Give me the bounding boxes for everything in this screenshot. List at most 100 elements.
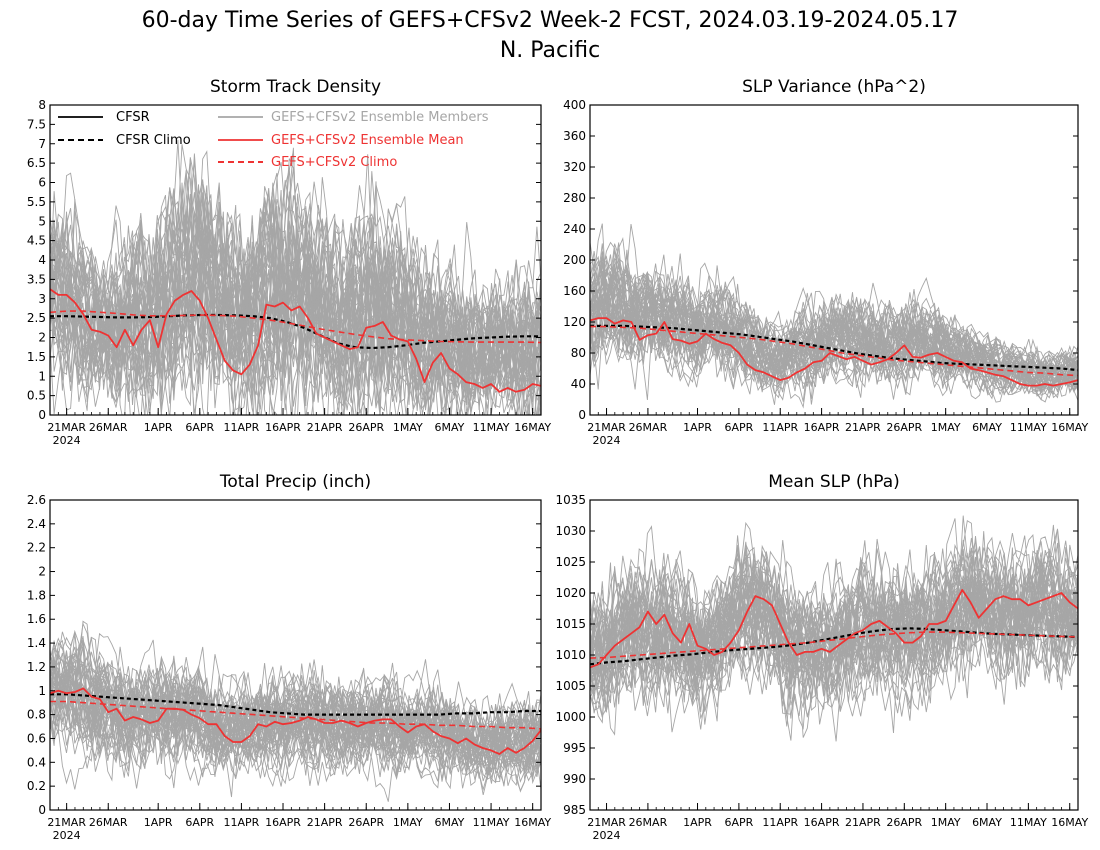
x-tick-label: 6APR: [185, 421, 214, 434]
x-year-label: 2024: [53, 434, 81, 447]
y-tick-label: 1005: [555, 679, 586, 693]
y-tick-label: 1030: [555, 524, 586, 538]
ensemble-member-line: [50, 661, 541, 773]
y-tick-label: 2.6: [27, 493, 46, 507]
ensemble-members: [590, 223, 1078, 409]
y-tick-label: 1020: [555, 586, 586, 600]
ensemble-mean-line: [590, 589, 1078, 669]
plot-area: [590, 223, 1078, 409]
x-tick-label: 1APR: [144, 421, 173, 434]
y-tick-label: 1035: [555, 493, 586, 507]
x-tick-label: 16MAY: [514, 816, 551, 829]
panel-title: Storm Track Density: [210, 77, 381, 97]
ensemble-member-line: [50, 660, 541, 771]
y-tick-label: 0.6: [27, 731, 46, 745]
x-tick-label: 26APR: [348, 816, 384, 829]
x-tick-label: 16APR: [804, 816, 840, 829]
x-tick-label: 6MAY: [435, 421, 465, 434]
y-tick-label: 4.5: [27, 234, 46, 248]
ensemble-member-line: [590, 529, 1078, 713]
y-tick-label: 0.2: [27, 779, 46, 793]
x-tick-label: 11MAY: [1010, 421, 1047, 434]
ensemble-member-line: [50, 646, 541, 786]
y-tick-label: 40: [571, 377, 586, 391]
x-tick-label: 11APR: [762, 816, 798, 829]
y-tick-label: 1.2: [27, 660, 46, 674]
panel-title: Total Precip (inch): [219, 472, 371, 492]
x-tick-label: 21MAR: [587, 421, 626, 434]
y-tick-label: 0.4: [27, 755, 46, 769]
x-year-label: 2024: [593, 434, 621, 447]
y-tick-label: 1.4: [27, 636, 46, 650]
y-tick-label: 2.4: [27, 517, 46, 531]
y-tick-label: 400: [563, 98, 586, 112]
gefs-climo-line: [590, 631, 1078, 659]
y-tick-label: 0: [38, 408, 46, 422]
y-tick-label: 0.5: [27, 389, 46, 403]
ensemble-members: [50, 139, 541, 415]
plot-area: [590, 515, 1078, 742]
y-tick-label: 6: [38, 176, 46, 190]
x-tick-label: 16MAY: [514, 421, 551, 434]
y-tick-label: 6.5: [27, 156, 46, 170]
ensemble-member-line: [590, 546, 1078, 711]
x-tick-label: 21APR: [845, 421, 881, 434]
ensemble-member-line: [590, 257, 1078, 409]
y-tick-label: 1010: [555, 648, 586, 662]
y-tick-label: 320: [563, 160, 586, 174]
x-tick-label: 11MAY: [473, 421, 510, 434]
y-tick-label: 1025: [555, 555, 586, 569]
y-tick-label: 2: [38, 565, 46, 579]
y-tick-label: 2.2: [27, 541, 46, 555]
x-tick-label: 21MAR: [47, 421, 86, 434]
y-tick-label: 1000: [555, 710, 586, 724]
x-tick-label: 26APR: [348, 421, 384, 434]
y-tick-label: 1.8: [27, 588, 46, 602]
ensemble-member-line: [50, 656, 541, 783]
x-tick-label: 21APR: [845, 816, 881, 829]
y-tick-label: 120: [563, 315, 586, 329]
x-tick-label: 6MAY: [972, 816, 1002, 829]
panels: Storm Track Density 0 0.5 1 1.5 2 2.5 3 3.5 4 4.5 5…: [27, 77, 1089, 842]
x-tick-label: 26MAR: [629, 816, 668, 829]
y-tick-label: 4: [38, 253, 46, 267]
ensemble-member-line: [590, 270, 1078, 386]
y-tick-label: 7: [38, 137, 46, 151]
x-tick-label: 26APR: [886, 421, 922, 434]
cfsr-climo-line: [50, 693, 541, 716]
ensemble-member-line: [590, 545, 1078, 698]
figure-title: 60-day Time Series of GEFS+CFSv2 Week-2 …: [142, 8, 959, 33]
plot-area: [50, 139, 541, 415]
legend-label: CFSR: [116, 110, 150, 125]
x-tick-label: 1APR: [683, 816, 712, 829]
y-tick-label: 200: [563, 253, 586, 267]
y-tick-label: 985: [563, 803, 586, 817]
x-tick-label: 11MAY: [1010, 816, 1047, 829]
panel-title: Mean SLP (hPa): [768, 472, 900, 492]
ensemble-member-line: [590, 271, 1078, 384]
ensemble-mean-line: [50, 687, 541, 755]
x-tick-label: 1MAY: [393, 816, 423, 829]
legend: CFSR CFSR Climo GEFS+CFSv2 Ensemble Member…: [58, 110, 489, 170]
ensemble-member-line: [50, 644, 541, 771]
x-tick-label: 1MAY: [931, 421, 961, 434]
ensemble-member-line: [50, 187, 541, 411]
legend-label: CFSR Climo: [116, 133, 191, 148]
ensemble-members: [50, 620, 541, 802]
ensemble-members: [590, 515, 1078, 742]
x-year-label: 2024: [53, 829, 81, 842]
y-tick-label: 1.6: [27, 612, 46, 626]
y-tick-label: 1015: [555, 617, 586, 631]
x-tick-label: 1APR: [683, 421, 712, 434]
y-tick-label: 3: [38, 292, 46, 306]
ensemble-member-line: [50, 651, 541, 787]
y-tick-label: 0: [38, 803, 46, 817]
x-tick-label: 6APR: [185, 816, 214, 829]
ensemble-member-line: [50, 218, 541, 415]
ensemble-member-line: [590, 562, 1078, 705]
x-tick-label: 26MAR: [89, 816, 128, 829]
y-tick-label: 2.5: [27, 311, 46, 325]
ensemble-member-line: [50, 660, 541, 774]
cfsr-climo-line: [590, 324, 1078, 372]
